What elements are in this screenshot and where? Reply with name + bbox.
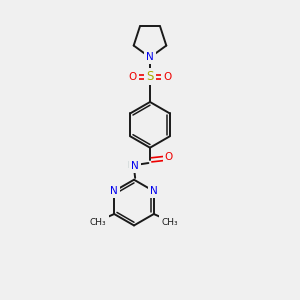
Text: N: N (131, 160, 139, 170)
Text: H: H (127, 160, 134, 169)
Text: N: N (150, 186, 158, 196)
Text: O: O (163, 72, 171, 82)
Text: N: N (110, 186, 118, 196)
Text: O: O (165, 152, 173, 162)
Text: N: N (146, 52, 154, 62)
Text: O: O (129, 72, 137, 82)
Text: CH₃: CH₃ (90, 218, 106, 226)
Text: S: S (146, 70, 154, 83)
Text: CH₃: CH₃ (161, 218, 178, 226)
